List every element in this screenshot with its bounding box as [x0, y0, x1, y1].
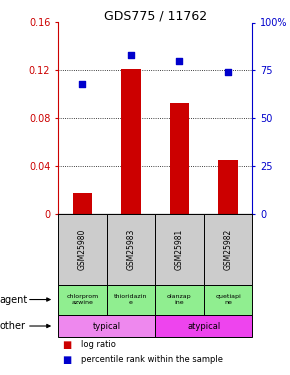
Bar: [58, 285, 106, 315]
Bar: [58, 315, 155, 338]
Point: [128, 52, 133, 58]
Title: GDS775 / 11762: GDS775 / 11762: [104, 9, 207, 22]
Text: agent: agent: [0, 294, 28, 304]
Text: ■: ■: [62, 340, 71, 350]
Bar: [58, 213, 106, 285]
Bar: [170, 102, 189, 213]
Text: thioridazin
e: thioridazin e: [114, 294, 148, 305]
Text: typical: typical: [93, 321, 121, 330]
Bar: [121, 69, 141, 213]
Point: [226, 69, 230, 75]
Text: GSM25980: GSM25980: [78, 228, 87, 270]
Bar: [106, 213, 155, 285]
Point: [177, 58, 182, 64]
Text: chlorprom
azwine: chlorprom azwine: [66, 294, 98, 305]
Bar: [204, 285, 252, 315]
Text: ■: ■: [62, 355, 71, 365]
Point: [80, 81, 85, 87]
Bar: [218, 160, 238, 213]
Text: percentile rank within the sample: percentile rank within the sample: [81, 356, 223, 364]
Bar: [72, 193, 92, 213]
Text: GSM25983: GSM25983: [126, 228, 135, 270]
Text: GSM25982: GSM25982: [224, 228, 233, 270]
Bar: [106, 285, 155, 315]
Bar: [204, 213, 252, 285]
Bar: [155, 315, 252, 338]
Text: other: other: [0, 321, 26, 331]
Text: log ratio: log ratio: [81, 340, 116, 350]
Text: atypical: atypical: [187, 321, 220, 330]
Text: olanzap
ine: olanzap ine: [167, 294, 192, 305]
Text: GSM25981: GSM25981: [175, 228, 184, 270]
Text: quetiapi
ne: quetiapi ne: [215, 294, 241, 305]
Bar: [155, 285, 204, 315]
Bar: [155, 213, 204, 285]
